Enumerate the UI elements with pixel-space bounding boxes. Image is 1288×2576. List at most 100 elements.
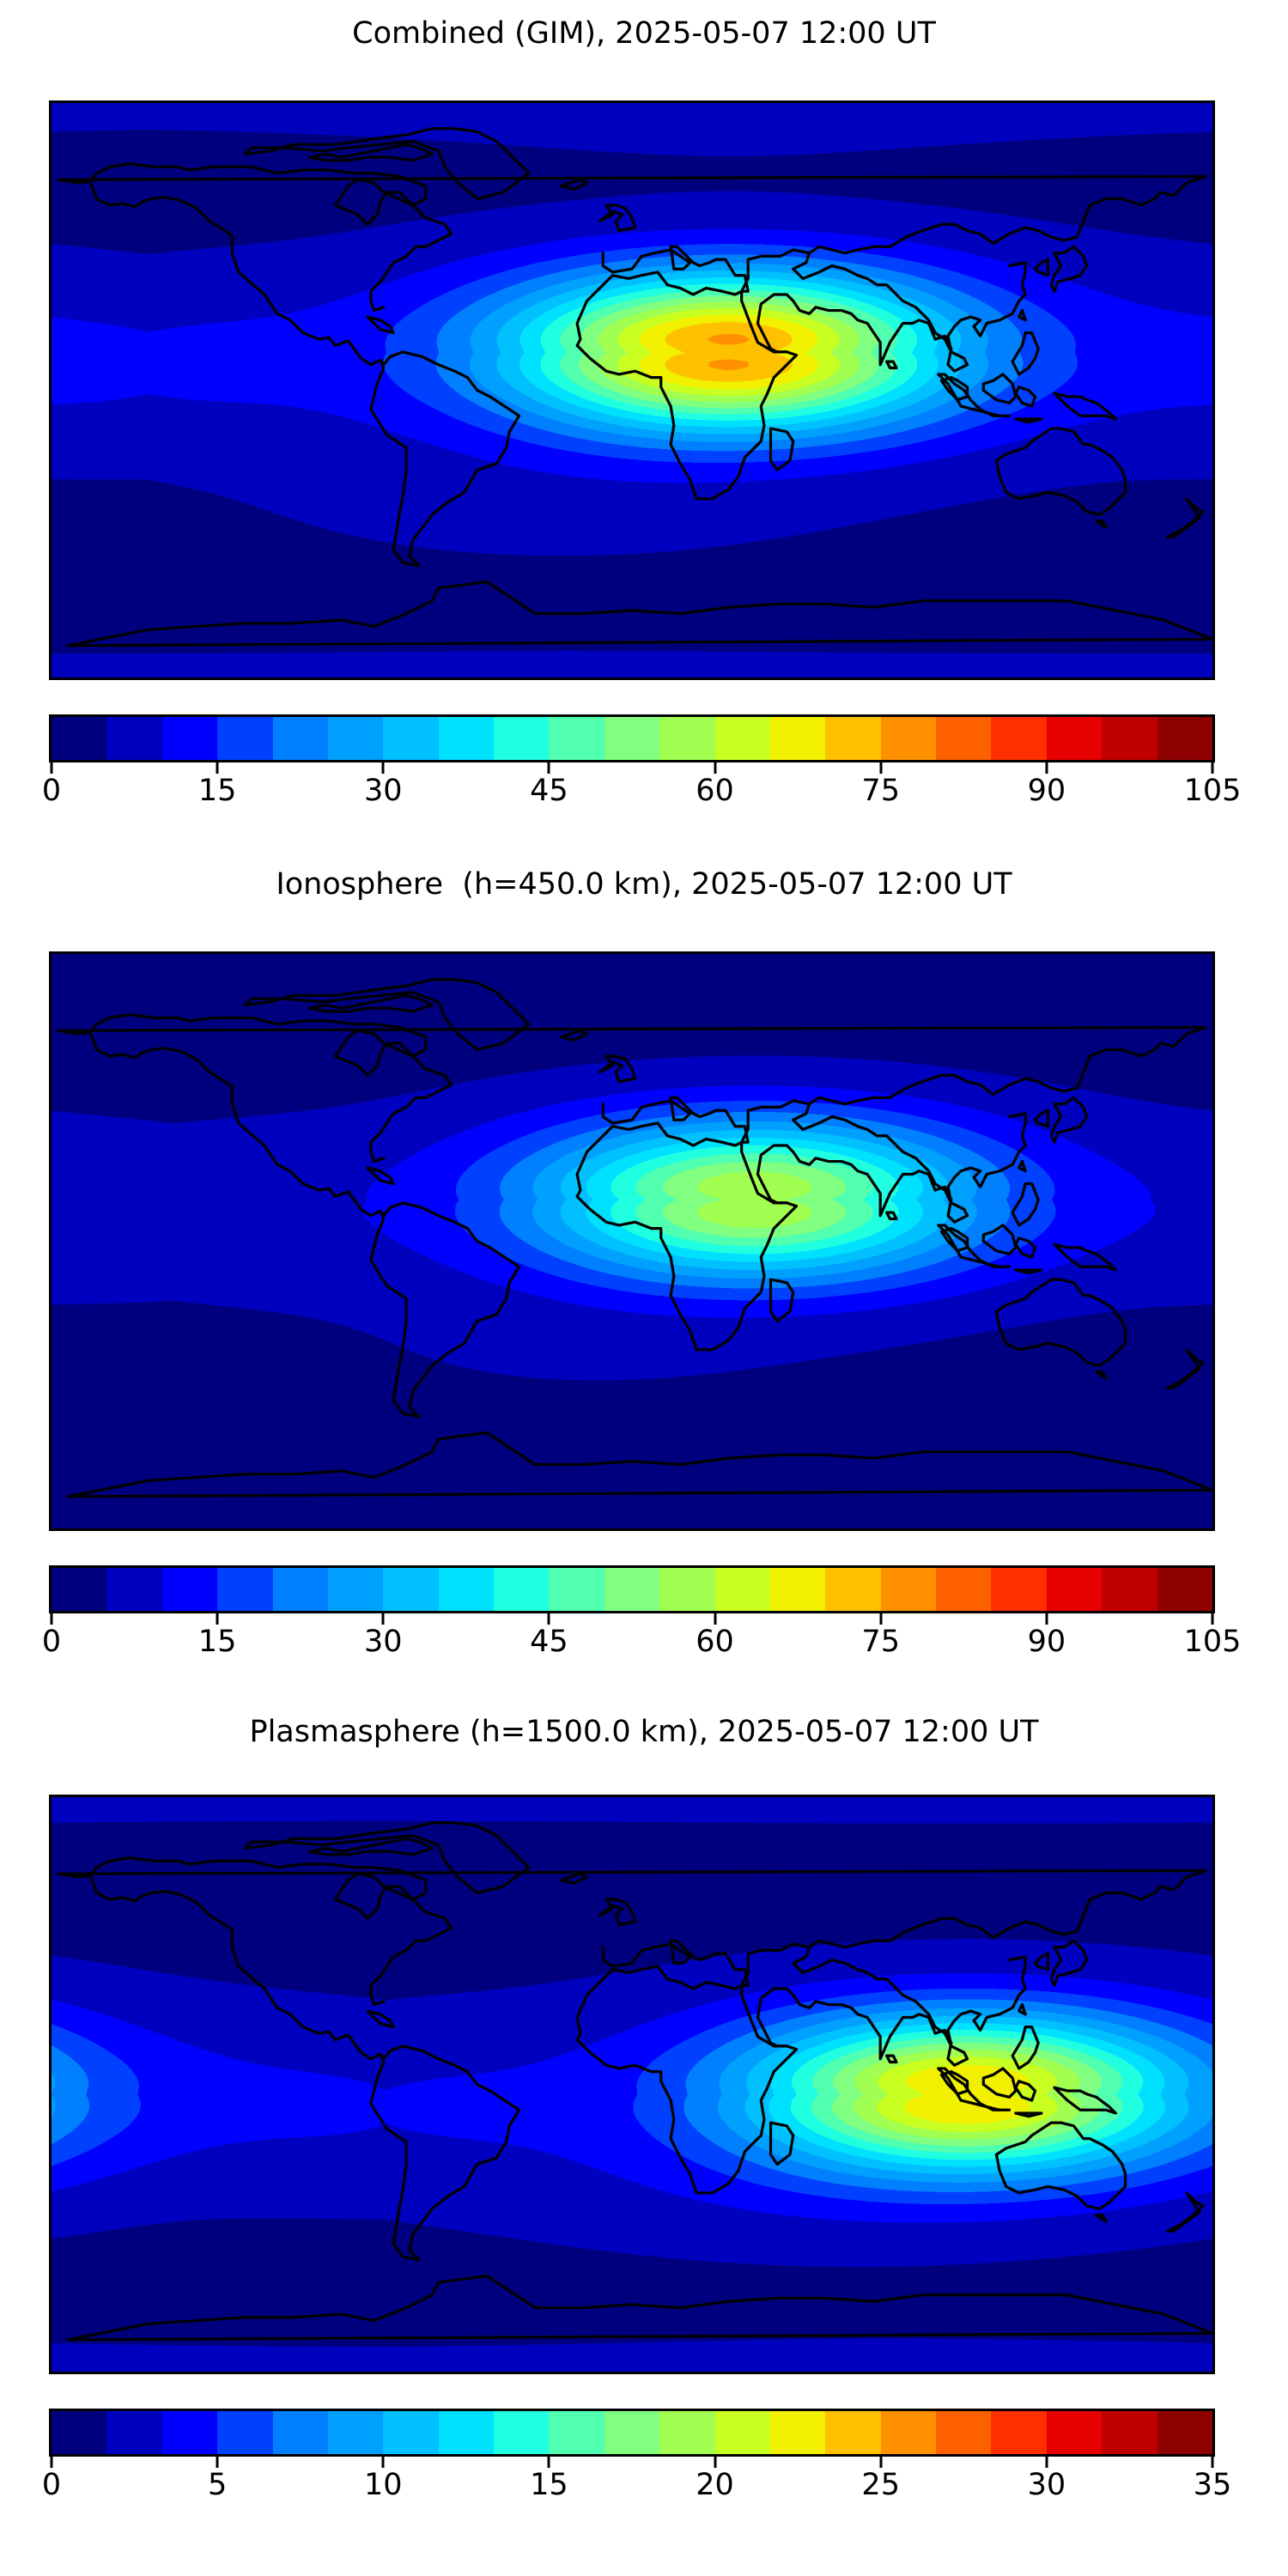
colorbar-segment bbox=[106, 2411, 162, 2454]
colorbar-tick-label: 15 bbox=[530, 2468, 568, 2502]
colorbar-segment bbox=[494, 717, 550, 760]
colorbar-segment bbox=[327, 2411, 384, 2454]
colorbar-segment bbox=[1046, 1568, 1103, 1611]
colorbar-segment bbox=[1102, 1568, 1157, 1611]
colorbar-tick-mark bbox=[50, 762, 53, 774]
colorbar-segment bbox=[1102, 717, 1157, 760]
colorbar-tick-mark bbox=[714, 762, 717, 774]
colorbar-segment bbox=[383, 2411, 439, 2454]
colorbar-segment bbox=[438, 717, 494, 760]
colorbar-segment bbox=[659, 1568, 715, 1611]
colorbar-tick-label: 45 bbox=[530, 1625, 568, 1659]
panel-title-combined-gim: Combined (GIM), 2025-05-07 12:00 UT bbox=[352, 16, 936, 51]
colorbar-segment bbox=[991, 717, 1047, 760]
colorbar-tick-label: 60 bbox=[696, 774, 734, 808]
colorbar-segment bbox=[604, 1568, 660, 1611]
colorbar-tick-label: 75 bbox=[861, 774, 900, 808]
colorbar-segment bbox=[272, 2411, 328, 2454]
colorbar-segment bbox=[327, 1568, 384, 1611]
colorbar-tick-mark bbox=[1045, 762, 1048, 774]
colorbar-segment bbox=[769, 2411, 826, 2454]
colorbar-tick-mark bbox=[547, 762, 550, 774]
colorbar-ticks: 0 15 30 45 60 75 90 105 bbox=[42, 1565, 1241, 1657]
colorbar-segment bbox=[438, 2411, 494, 2454]
colorbar-segment bbox=[936, 1568, 992, 1611]
colorbar-tick-mark bbox=[1045, 1613, 1048, 1625]
colorbar-segment bbox=[659, 2411, 715, 2454]
colorbar-gradient bbox=[49, 714, 1215, 762]
colorbar-segment bbox=[1157, 1568, 1212, 1611]
colorbar-tick-mark bbox=[216, 2457, 219, 2468]
colorbar-segment bbox=[936, 717, 992, 760]
colorbar-tick-label: 20 bbox=[696, 2468, 734, 2502]
colorbar-segment bbox=[52, 717, 107, 760]
colorbar-segment bbox=[825, 1568, 881, 1611]
map-ionosphere bbox=[49, 951, 1215, 1531]
colorbar-segment bbox=[880, 1568, 936, 1611]
colorbar-tick-mark bbox=[714, 2457, 717, 2468]
map-canvas-ionosphere bbox=[52, 954, 1212, 1528]
colorbar-segment bbox=[272, 1568, 328, 1611]
colorbar-segment bbox=[769, 717, 826, 760]
colorbar-segment bbox=[604, 2411, 660, 2454]
colorbar-ticks: 0 5 10 15 20 25 30 35 bbox=[42, 2409, 1231, 2500]
colorbar-segment bbox=[52, 2411, 107, 2454]
colorbar-segment bbox=[880, 717, 936, 760]
coastlines bbox=[56, 978, 1212, 1498]
colorbar-tick-mark bbox=[1211, 2457, 1214, 2468]
colorbar-segment bbox=[383, 1568, 439, 1611]
colorbar-gradient bbox=[49, 1565, 1215, 1613]
map-canvas-combined-gim bbox=[52, 103, 1212, 677]
colorbar-segment bbox=[272, 717, 328, 760]
colorbar-segment bbox=[936, 2411, 992, 2454]
colorbar-tick-label: 0 bbox=[41, 774, 62, 808]
colorbar-tick-mark bbox=[1045, 2457, 1048, 2468]
colorbar-plasmasphere: 0 5 10 15 20 25 30 35 bbox=[42, 2409, 1231, 2500]
colorbar-segment bbox=[217, 1568, 273, 1611]
colorbar-segment bbox=[494, 1568, 550, 1611]
colorbar-segment bbox=[161, 2411, 218, 2454]
colorbar-tick-mark bbox=[1211, 1613, 1214, 1625]
colorbar-segment bbox=[659, 717, 715, 760]
tec-contour-field bbox=[52, 954, 1212, 1528]
colorbar-segment bbox=[991, 1568, 1047, 1611]
colorbar-segment bbox=[549, 2411, 605, 2454]
colorbar-combined-gim: 0 15 30 45 60 75 90 105 bbox=[42, 714, 1241, 806]
colorbar-segment bbox=[549, 717, 605, 760]
colorbar-tick-label: 30 bbox=[364, 774, 403, 808]
colorbar-segment bbox=[1157, 717, 1212, 760]
colorbar-tick-label: 30 bbox=[1027, 2468, 1066, 2502]
colorbar-tick-label: 0 bbox=[41, 1625, 62, 1659]
colorbar-tick-label: 45 bbox=[530, 774, 568, 808]
colorbar-segment bbox=[217, 717, 273, 760]
colorbar-tick-mark bbox=[381, 2457, 385, 2468]
colorbar-segment bbox=[438, 1568, 494, 1611]
colorbar-tick-mark bbox=[1211, 762, 1214, 774]
colorbar-tick-label: 10 bbox=[364, 2468, 403, 2502]
colorbar-tick-label: 75 bbox=[861, 1625, 900, 1659]
colorbar-segment bbox=[714, 717, 770, 760]
tec-contour-field bbox=[52, 103, 1212, 677]
colorbar-ticks: 0 15 30 45 60 75 90 105 bbox=[42, 714, 1241, 806]
colorbar-tick-mark bbox=[547, 2457, 550, 2468]
colorbar-segment bbox=[383, 717, 439, 760]
colorbar-tick-mark bbox=[879, 2457, 883, 2468]
colorbar-tick-label: 15 bbox=[197, 1625, 237, 1659]
colorbar-segment bbox=[604, 717, 660, 760]
colorbar-segment bbox=[825, 2411, 881, 2454]
colorbar-segment bbox=[1102, 2411, 1157, 2454]
colorbar-tick-label: 105 bbox=[1183, 774, 1242, 808]
colorbar-tick-mark bbox=[714, 1613, 717, 1625]
colorbar-segment bbox=[106, 717, 162, 760]
colorbar-segment bbox=[161, 717, 218, 760]
colorbar-tick-label: 30 bbox=[364, 1625, 403, 1659]
colorbar-segment bbox=[217, 2411, 273, 2454]
colorbar-tick-label: 105 bbox=[1183, 1625, 1242, 1659]
panel-title-plasmasphere: Plasmasphere (h=1500.0 km), 2025-05-07 1… bbox=[249, 1715, 1039, 1749]
colorbar-segment bbox=[714, 2411, 770, 2454]
colorbar-segment bbox=[549, 1568, 605, 1611]
colorbar-tick-mark bbox=[216, 1613, 219, 1625]
colorbar-segment bbox=[1046, 2411, 1103, 2454]
colorbar-gradient bbox=[49, 2409, 1215, 2457]
